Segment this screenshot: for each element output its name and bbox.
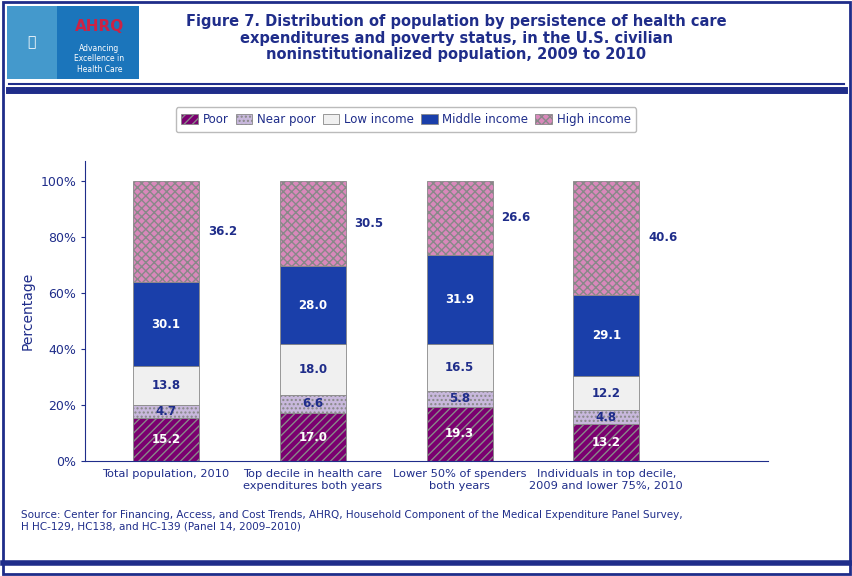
- Bar: [573, 411, 638, 424]
- Bar: [133, 366, 199, 405]
- Text: noninstitutionalized population, 2009 to 2010: noninstitutionalized population, 2009 to…: [266, 47, 646, 62]
- Text: Health Care: Health Care: [77, 65, 122, 74]
- Text: 29.1: 29.1: [591, 329, 620, 342]
- Bar: [573, 295, 638, 376]
- Text: expenditures and poverty status, in the U.S. civilian: expenditures and poverty status, in the …: [239, 31, 672, 46]
- Bar: [426, 181, 492, 255]
- Bar: [133, 418, 199, 461]
- Bar: [573, 376, 638, 411]
- Bar: [279, 181, 345, 266]
- Text: 5.8: 5.8: [448, 392, 469, 405]
- Text: 40.6: 40.6: [648, 232, 676, 244]
- Bar: [426, 255, 492, 344]
- Text: Figure 7. Distribution of population by persistence of health care: Figure 7. Distribution of population by …: [186, 14, 726, 29]
- Legend: Poor, Near poor, Low income, Middle income, High income: Poor, Near poor, Low income, Middle inco…: [176, 107, 636, 132]
- Text: 28.0: 28.0: [298, 299, 327, 312]
- Text: 15.2: 15.2: [152, 433, 181, 446]
- Text: AHRQ: AHRQ: [75, 19, 124, 34]
- Text: 36.2: 36.2: [208, 225, 237, 238]
- Text: 18.0: 18.0: [298, 363, 327, 376]
- Bar: [573, 424, 638, 461]
- Text: 31.9: 31.9: [445, 293, 474, 306]
- Text: 12.2: 12.2: [591, 387, 620, 400]
- Text: 19.3: 19.3: [445, 427, 474, 440]
- Bar: [426, 407, 492, 461]
- Text: 4.7: 4.7: [155, 405, 176, 418]
- Y-axis label: Percentage: Percentage: [20, 272, 35, 350]
- Bar: [279, 266, 345, 344]
- Text: 4.8: 4.8: [595, 411, 616, 423]
- Text: 13.2: 13.2: [591, 436, 620, 449]
- Bar: [133, 405, 199, 418]
- Bar: [279, 413, 345, 461]
- Text: 30.5: 30.5: [354, 217, 383, 230]
- Text: Advancing: Advancing: [79, 44, 119, 53]
- Bar: [279, 344, 345, 395]
- Bar: [426, 344, 492, 391]
- Text: 16.5: 16.5: [445, 361, 474, 374]
- Bar: [279, 395, 345, 413]
- Bar: [133, 282, 199, 366]
- Text: 17.0: 17.0: [298, 430, 327, 444]
- Bar: [7, 6, 57, 79]
- Text: 13.8: 13.8: [152, 379, 181, 392]
- Bar: [573, 181, 638, 295]
- Text: Source: Center for Financing, Access, and Cost Trends, AHRQ, Household Component: Source: Center for Financing, Access, an…: [21, 510, 682, 531]
- Text: 30.1: 30.1: [152, 318, 181, 331]
- Text: 6.6: 6.6: [302, 397, 323, 411]
- Text: 26.6: 26.6: [501, 211, 530, 224]
- Text: 🦅: 🦅: [28, 36, 36, 50]
- Bar: [426, 391, 492, 407]
- Text: Excellence in: Excellence in: [74, 54, 124, 63]
- Bar: [133, 181, 199, 282]
